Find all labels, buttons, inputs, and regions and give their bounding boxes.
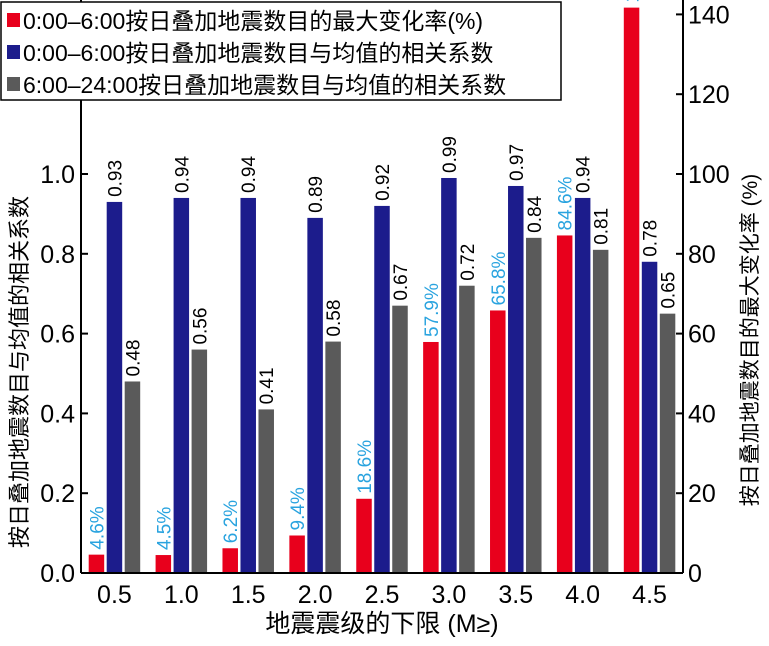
y-axis-label: 按日叠加地震数目与均值的相关系数	[7, 196, 32, 548]
y2-tick-label: 140	[688, 1, 730, 29]
y2-tick-label: 40	[688, 400, 716, 428]
bar-series-2	[459, 285, 475, 573]
data-label: 0.48	[123, 339, 144, 376]
x-tick-label: 1.5	[231, 581, 266, 609]
data-label: 0.89	[306, 176, 327, 213]
data-label: 0.99	[440, 136, 461, 173]
bar-series-2	[592, 249, 609, 573]
bar-series-0	[356, 498, 372, 573]
bar-series-0	[155, 555, 172, 573]
bar-series-0	[289, 535, 305, 573]
x-tick-label: 2.0	[298, 581, 333, 609]
data-label: 0.56	[190, 308, 211, 345]
data-label: 0.97	[507, 144, 528, 181]
y2-tick-label: 80	[688, 241, 716, 269]
data-label: 0.94	[239, 156, 260, 193]
legend-entry: 0:00–6:00按日叠加地震数目的最大变化率(%)	[23, 8, 483, 34]
bar-series-1	[240, 197, 256, 573]
data-label: 4.6%	[87, 506, 108, 549]
data-label: 0.67	[391, 264, 412, 301]
data-label: 0.84	[525, 195, 546, 232]
y2-axis-label: 按日叠加地震数目的最大变化率 (%)	[739, 174, 762, 507]
x-tick-label: 3.5	[498, 581, 533, 609]
bar-series-1	[574, 197, 591, 573]
x-tick-label: 1.0	[164, 581, 199, 609]
bar-series-0	[623, 7, 640, 573]
data-label: 0.65	[659, 272, 680, 309]
data-label: 57.9%	[422, 283, 443, 337]
bar-series-2	[659, 313, 676, 573]
x-tick-label: 3.0	[432, 581, 467, 609]
legend-swatch	[7, 13, 20, 27]
y2-tick-label: 60	[688, 321, 716, 349]
bar-series-1	[441, 177, 457, 574]
x-tick-label: 2.5	[365, 581, 400, 609]
y2-tick-label: 120	[688, 81, 730, 109]
y-tick-label: 1.0	[40, 161, 75, 189]
data-label: 0.58	[324, 300, 345, 337]
data-label: 141.7%	[623, 0, 644, 3]
y-tick-label: 0.8	[40, 241, 75, 269]
bar-series-1	[307, 217, 323, 573]
data-label: 18.6%	[355, 440, 376, 494]
data-label: 0.94	[574, 156, 595, 193]
x-axis-label: 地震震级的下限 (M≥)	[265, 610, 498, 638]
bar-series-0	[556, 235, 573, 574]
data-label: 0.78	[641, 220, 662, 257]
y2-tick-label: 0	[688, 560, 702, 588]
bar-series-2	[392, 305, 408, 573]
y2-tick-label: 100	[688, 161, 730, 189]
bar-series-2	[191, 349, 208, 573]
data-label: 9.4%	[288, 487, 309, 530]
bar-series-0	[222, 548, 238, 573]
data-label: 84.6%	[556, 176, 577, 230]
bar-series-0	[88, 554, 105, 573]
bar-series-1	[374, 205, 390, 574]
bar-series-0	[423, 341, 439, 573]
data-label: 0.41	[257, 367, 278, 404]
bar-series-1	[641, 261, 658, 573]
bar-series-1	[173, 197, 190, 573]
data-label: 4.5%	[154, 507, 175, 550]
bar-series-2	[258, 409, 274, 573]
y-tick-label: 0.2	[40, 480, 75, 508]
bar-series-2	[325, 341, 341, 573]
bar-series-0	[490, 310, 506, 573]
bar-series-2	[526, 237, 542, 573]
data-label: 65.8%	[489, 251, 510, 305]
data-label: 0.92	[373, 164, 394, 201]
data-label: 6.2%	[221, 500, 242, 543]
y-tick-label: 0.0	[40, 560, 75, 588]
y-tick-label: 0.6	[40, 321, 75, 349]
y-tick-label: 0.4	[40, 400, 75, 428]
data-label: 0.93	[105, 160, 126, 197]
bar-series-2	[124, 381, 141, 573]
legend-entry: 0:00–6:00按日叠加地震数目与均值的相关系数	[23, 40, 493, 66]
legend-swatch	[7, 45, 20, 59]
data-label: 0.94	[172, 156, 193, 193]
data-label: 0.81	[592, 208, 613, 245]
bar-series-1	[508, 185, 524, 573]
x-tick-label: 4.0	[565, 581, 600, 609]
legend-entry: 6:00–24:00按日叠加地震数目与均值的相关系数	[23, 72, 506, 98]
bar-series-1	[106, 201, 123, 573]
y2-tick-label: 20	[688, 480, 716, 508]
x-tick-label: 4.5	[632, 581, 667, 609]
legend-swatch	[7, 77, 20, 91]
legend: 0:00–6:00按日叠加地震数目的最大变化率(%) 0:00–6:00按日叠加地…	[0, 1, 562, 101]
data-label: 0.72	[458, 244, 479, 281]
x-tick-label: 0.5	[97, 581, 132, 609]
